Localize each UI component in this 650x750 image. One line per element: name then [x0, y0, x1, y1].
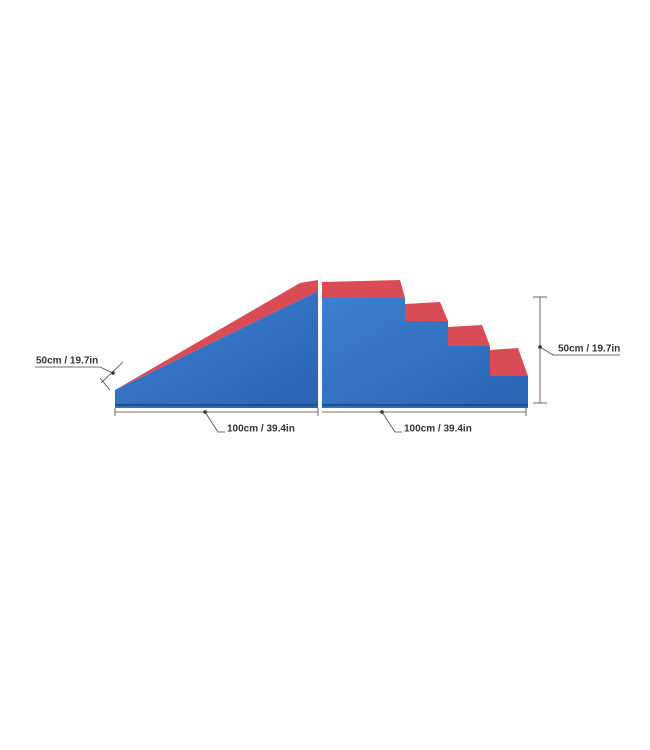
stair-step: [448, 325, 490, 346]
stairs-face: [322, 298, 528, 408]
stair-top: [322, 280, 405, 298]
dimension-lines: [35, 296, 620, 433]
stair-step: [490, 348, 528, 376]
ramp: [115, 280, 318, 408]
ramp-top: [115, 280, 318, 390]
stairs: [322, 280, 528, 408]
height-label: 50cm / 19.7in: [558, 344, 620, 355]
ramp-face: [115, 291, 318, 408]
depth-label: 50cm / 19.7in: [36, 356, 98, 367]
ramp-length-label: 100cm / 39.4in: [227, 424, 295, 435]
stair-step: [405, 302, 448, 321]
stairs-length-label: 100cm / 39.4in: [404, 424, 472, 435]
